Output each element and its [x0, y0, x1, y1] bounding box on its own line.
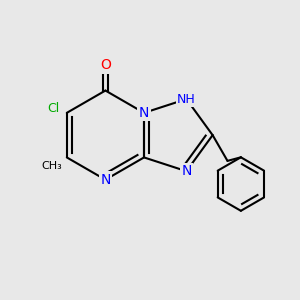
Text: NH: NH	[177, 93, 196, 106]
Text: N: N	[139, 106, 149, 120]
Text: O: O	[100, 58, 111, 72]
Text: CH₃: CH₃	[42, 161, 62, 171]
Text: Cl: Cl	[47, 102, 60, 115]
Text: N: N	[181, 164, 192, 178]
Text: N: N	[100, 173, 111, 187]
